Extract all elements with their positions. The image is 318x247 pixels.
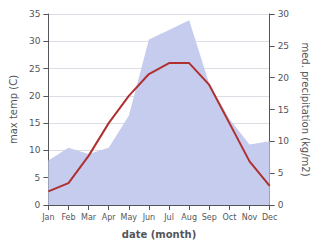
svg-text:date (month): date (month) bbox=[122, 229, 196, 240]
svg-text:30: 30 bbox=[29, 36, 41, 46]
svg-text:Aug: Aug bbox=[181, 213, 197, 222]
svg-text:30: 30 bbox=[278, 9, 290, 19]
svg-text:20: 20 bbox=[278, 73, 290, 83]
svg-text:5: 5 bbox=[278, 168, 284, 178]
svg-text:5: 5 bbox=[35, 173, 41, 183]
svg-text:25: 25 bbox=[29, 64, 40, 74]
svg-text:Jan: Jan bbox=[41, 213, 54, 222]
svg-text:Oct: Oct bbox=[222, 213, 236, 222]
svg-text:10: 10 bbox=[29, 145, 41, 155]
svg-text:Jun: Jun bbox=[142, 213, 156, 222]
svg-text:Jul: Jul bbox=[163, 213, 174, 222]
svg-text:max temp (C): max temp (C) bbox=[8, 75, 19, 144]
svg-text:Dec: Dec bbox=[262, 213, 277, 222]
svg-text:0: 0 bbox=[278, 200, 284, 210]
svg-text:Nov: Nov bbox=[242, 213, 258, 222]
svg-text:35: 35 bbox=[29, 9, 40, 19]
svg-text:20: 20 bbox=[29, 91, 41, 101]
svg-text:15: 15 bbox=[278, 105, 289, 115]
svg-text:Apr: Apr bbox=[102, 213, 117, 222]
svg-text:10: 10 bbox=[278, 136, 290, 146]
svg-text:Mar: Mar bbox=[81, 213, 97, 222]
svg-text:Feb: Feb bbox=[61, 213, 75, 222]
svg-text:Sep: Sep bbox=[202, 213, 217, 222]
svg-text:25: 25 bbox=[278, 41, 289, 51]
svg-text:May: May bbox=[121, 213, 138, 222]
svg-text:med. precipitation (kg/m2): med. precipitation (kg/m2) bbox=[300, 42, 311, 176]
svg-text:15: 15 bbox=[29, 118, 40, 128]
svg-text:0: 0 bbox=[35, 200, 41, 210]
